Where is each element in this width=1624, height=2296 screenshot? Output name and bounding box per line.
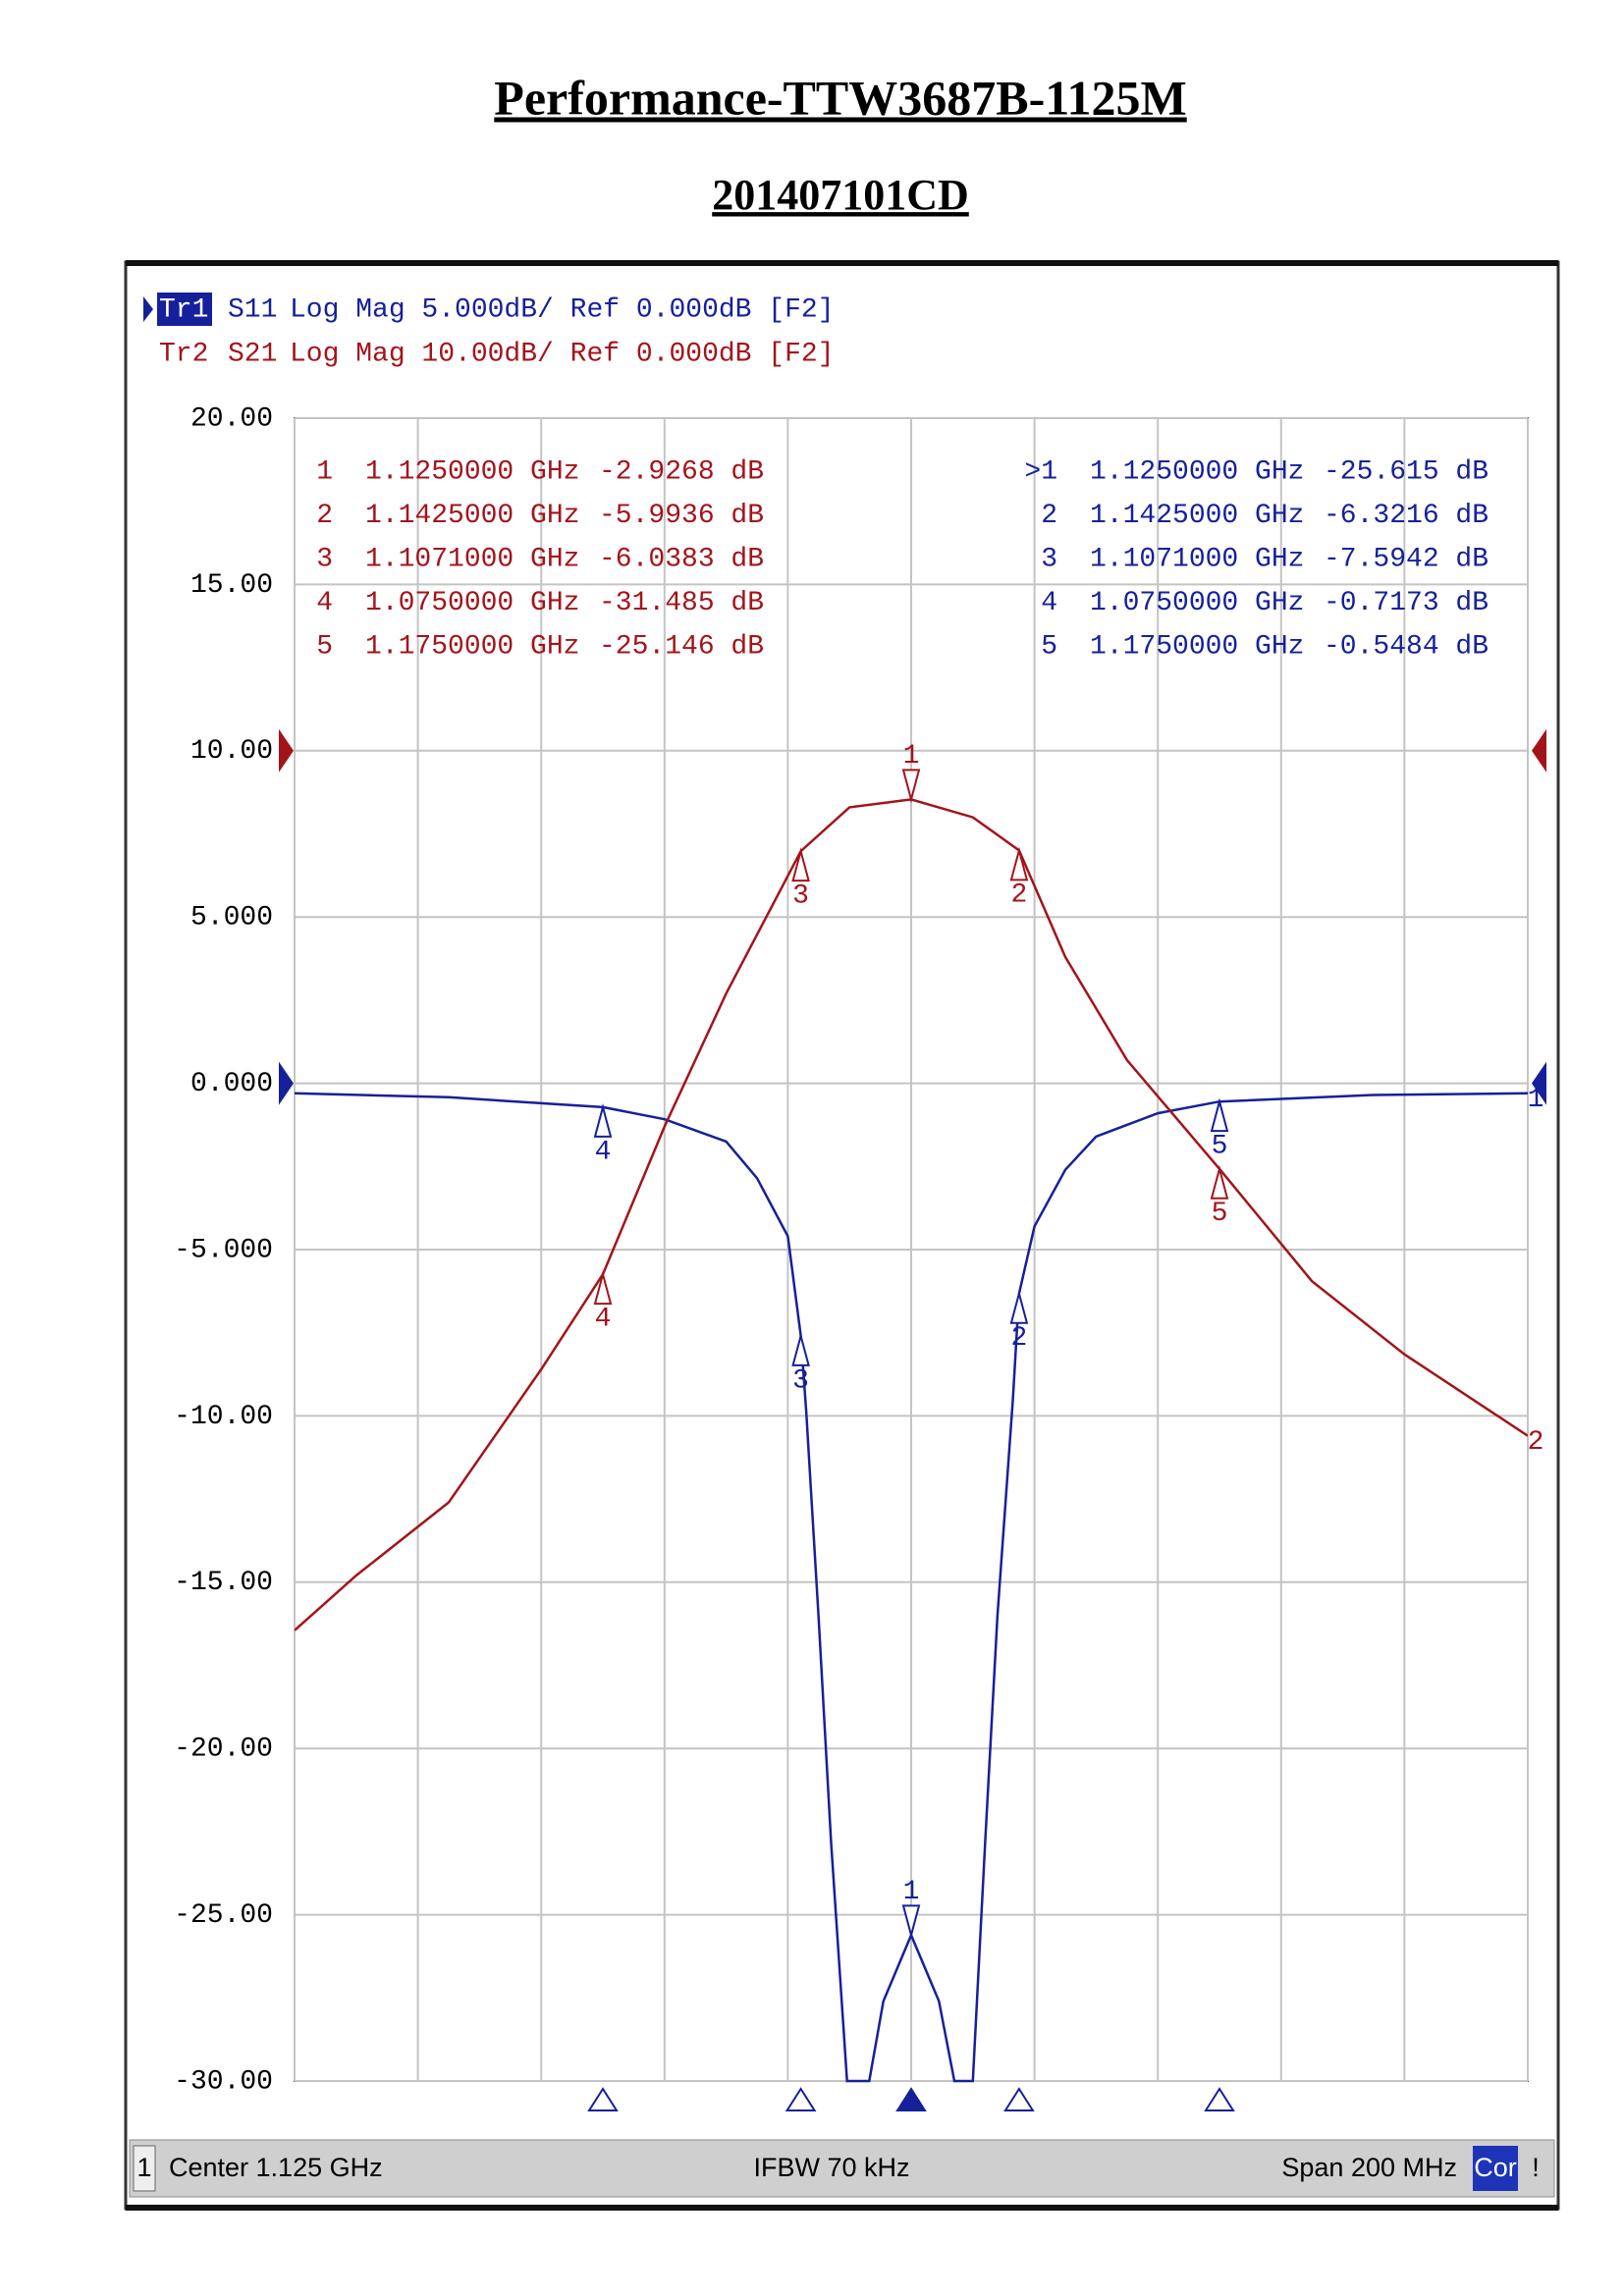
marker-x-label: 1.1425000 GHz <box>365 501 579 531</box>
ref-arrow-right <box>1532 728 1546 773</box>
marker-y-label: -2.9268 dB <box>599 456 764 487</box>
y-tick-label: 5.000 <box>190 903 273 934</box>
axis-marker <box>1204 2087 1235 2111</box>
screen-frame <box>124 260 1560 2211</box>
marker-y-label: -0.5484 dB <box>1324 631 1489 662</box>
y-tick-label: -25.00 <box>174 1900 273 1931</box>
marker-y-label: -25.615 dB <box>1324 456 1489 487</box>
marker-row-label: >1 <box>1024 456 1057 487</box>
status-bar <box>129 2139 1555 2198</box>
ref-arrow-left <box>279 728 294 773</box>
marker-x-label: 1.1071000 GHz <box>365 544 579 574</box>
marker-x-label: 1.0750000 GHz <box>1090 588 1304 618</box>
trace-label: Tr1 <box>159 294 208 325</box>
channel-box <box>133 2145 156 2192</box>
marker <box>901 769 921 804</box>
marker-x-label: 1.1750000 GHz <box>365 631 579 662</box>
trace-end-label: 1 <box>1528 1085 1544 1115</box>
trace-label: Tr2 <box>159 339 208 369</box>
marker <box>791 1332 810 1366</box>
marker-row-label: 1 <box>316 456 333 487</box>
marker-row-label: 5 <box>316 631 333 662</box>
y-tick-label: -20.00 <box>174 1735 273 1765</box>
correction-box <box>1473 2146 1518 2191</box>
marker-y-label: -25.146 dB <box>599 631 764 662</box>
status-alert: ! <box>1532 2153 1540 2182</box>
y-tick-label: 15.00 <box>190 570 273 601</box>
status-correction: Cor <box>1474 2153 1517 2182</box>
marker-id: 5 <box>1212 1199 1228 1229</box>
marker-id: 1 <box>903 1877 920 1907</box>
status-span: Span 200 MHz <box>1281 2153 1457 2182</box>
marker-id: 4 <box>595 1137 612 1167</box>
marker-id: 2 <box>1010 1323 1027 1354</box>
status-ifbw: IFBW 70 kHz <box>753 2153 909 2182</box>
status-channel: 1 <box>136 2153 151 2182</box>
active-trace-box <box>157 293 212 326</box>
ref-arrow-right <box>1532 1061 1546 1105</box>
marker-row-label: 4 <box>1041 588 1057 618</box>
trace-format: Log Mag 5.000dB/ Ref 0.000dB [F2] <box>290 294 835 325</box>
marker-id: 3 <box>792 881 809 911</box>
ref-arrow-left <box>279 1061 294 1105</box>
marker-id: 2 <box>1010 881 1027 911</box>
axis-marker <box>785 2087 817 2111</box>
axis-marker <box>1003 2087 1035 2111</box>
trace-line <box>295 798 1528 1631</box>
y-tick-label: 0.000 <box>190 1069 273 1099</box>
y-tick-label: -30.00 <box>174 2066 273 2097</box>
marker-y-label: -31.485 dB <box>599 588 764 618</box>
marker <box>901 1904 921 1940</box>
marker-y-label: -0.7173 dB <box>1324 588 1489 618</box>
page-title: Performance-TTW3687B-1125M <box>494 70 1186 125</box>
marker <box>593 1103 613 1138</box>
marker-row-label: 3 <box>1041 544 1057 574</box>
trace-name: S11 <box>228 294 277 325</box>
grid <box>294 417 1529 2082</box>
marker-x-label: 1.1425000 GHz <box>1090 501 1304 531</box>
marker-y-label: -6.0383 dB <box>599 544 764 574</box>
marker <box>1210 1164 1229 1200</box>
marker-x-label: 1.1750000 GHz <box>1090 631 1304 662</box>
marker-row-label: 3 <box>316 544 333 574</box>
marker-x-label: 1.1071000 GHz <box>1090 544 1304 574</box>
marker-x-label: 1.1250000 GHz <box>365 456 579 487</box>
marker-id: 3 <box>792 1365 809 1396</box>
marker-row-label: 4 <box>316 588 333 618</box>
trace-format: Log Mag 10.00dB/ Ref 0.000dB [F2] <box>290 339 835 369</box>
active-indicator <box>143 296 153 322</box>
marker-row-label: 5 <box>1041 631 1057 662</box>
marker <box>1009 846 1029 881</box>
marker-id: 1 <box>903 741 920 772</box>
overlay: 20.00 15.00 10.00 5.000 0.000 -5.000 -10.00 -15… <box>143 293 1546 2111</box>
y-tick-label: 20.00 <box>190 403 273 434</box>
y-tick-label: -10.00 <box>174 1402 273 1432</box>
y-tick-label: -5.000 <box>174 1235 273 1265</box>
marker-x-label: 1.1250000 GHz <box>1090 456 1304 487</box>
marker-id: 5 <box>1212 1132 1228 1162</box>
status-center: Center 1.125 GHz <box>169 2153 383 2182</box>
marker-y-label: -6.3216 dB <box>1324 501 1489 531</box>
trace-name: S21 <box>228 339 277 369</box>
page-subtitle: 201407101CD <box>712 171 969 219</box>
marker <box>1210 1097 1229 1133</box>
trace-end-label: 2 <box>1528 1427 1544 1458</box>
marker-id: 4 <box>595 1305 612 1335</box>
axis-marker <box>587 2087 619 2111</box>
marker-row-label: 2 <box>1041 501 1057 531</box>
marker <box>593 1270 613 1306</box>
marker-y-label: -7.5942 dB <box>1324 544 1489 574</box>
marker <box>791 847 810 882</box>
marker-x-label: 1.0750000 GHz <box>365 588 579 618</box>
marker <box>1009 1289 1029 1324</box>
marker-y-label: -5.9936 dB <box>599 501 764 531</box>
axis-marker <box>895 2087 927 2111</box>
marker-row-label: 2 <box>316 501 333 531</box>
y-tick-label: -15.00 <box>174 1568 273 1598</box>
y-tick-label: 10.00 <box>190 736 273 767</box>
